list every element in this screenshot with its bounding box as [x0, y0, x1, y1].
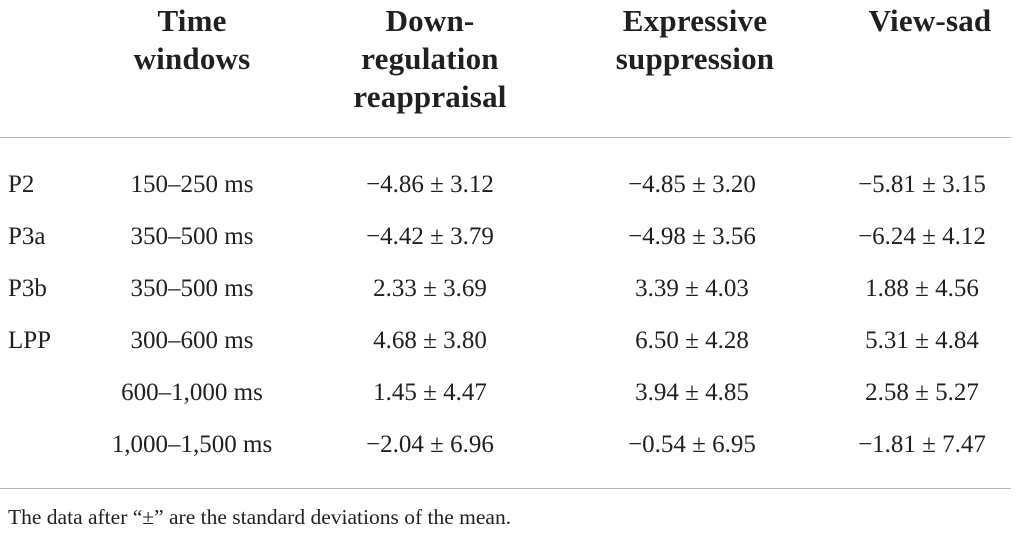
table-row: 600–1,000 ms 1.45 ± 4.47 3.94 ± 4.85 2.5… — [0, 368, 1017, 420]
expressive-suppression-cell: −4.85 ± 3.20 — [628, 171, 756, 198]
header-line: windows — [133, 41, 251, 76]
table-row: 1,000–1,500 ms −2.04 ± 6.96 −0.54 ± 6.95… — [0, 420, 1017, 472]
view-sad-cell: −1.81 ± 7.47 — [858, 431, 986, 458]
table-row: P3a 350–500 ms −4.42 ± 3.79 −4.98 ± 3.56… — [0, 212, 1017, 264]
view-sad-cell: 5.31 ± 4.84 — [865, 327, 979, 354]
down-regulation-cell: −4.42 ± 3.79 — [366, 223, 494, 250]
header-down-regulation-reappraisal: Down- regulation reappraisal — [320, 2, 540, 116]
time-window-cell: 350–500 ms — [130, 275, 254, 302]
expressive-suppression-cell: −4.98 ± 3.56 — [628, 223, 756, 250]
view-sad-cell: −5.81 ± 3.15 — [858, 171, 986, 198]
header-line: View-sad — [868, 3, 992, 38]
down-regulation-cell: −4.86 ± 3.12 — [366, 171, 494, 198]
header-line: suppression — [615, 41, 775, 76]
component-cell: LPP — [8, 327, 52, 354]
time-window-cell: 300–600 ms — [130, 327, 254, 354]
header-line: regulation — [361, 41, 499, 76]
footer-rule — [0, 488, 1011, 489]
time-window-cell: 1,000–1,500 ms — [111, 431, 273, 458]
table-row: LPP 300–600 ms 4.68 ± 3.80 6.50 ± 4.28 5… — [0, 316, 1017, 368]
header-line: Time — [157, 3, 227, 38]
time-window-cell: 350–500 ms — [130, 223, 254, 250]
component-cell: P3a — [8, 223, 46, 250]
header-line: reappraisal — [353, 79, 507, 114]
component-cell: P2 — [8, 171, 35, 198]
expressive-suppression-cell: −0.54 ± 6.95 — [628, 431, 756, 458]
view-sad-cell: −6.24 ± 4.12 — [858, 223, 986, 250]
component-cell: P3b — [8, 275, 47, 302]
view-sad-cell: 1.88 ± 4.56 — [865, 275, 979, 302]
table-footnote: The data after “±” are the standard devi… — [8, 505, 512, 529]
header-line: Expressive — [622, 3, 768, 38]
down-regulation-cell: 4.68 ± 3.80 — [373, 327, 487, 354]
header-view-sad: View-sad — [840, 2, 1017, 40]
header-line: Down- — [385, 3, 475, 38]
header-time-windows: Time windows — [107, 2, 277, 78]
table-row: P3b 350–500 ms 2.33 ± 3.69 3.39 ± 4.03 1… — [0, 264, 1017, 316]
table-row: P2 150–250 ms −4.86 ± 3.12 −4.85 ± 3.20 … — [0, 160, 1017, 212]
time-window-cell: 600–1,000 ms — [121, 379, 263, 406]
header-expressive-suppression: Expressive suppression — [580, 2, 810, 78]
down-regulation-cell: −2.04 ± 6.96 — [366, 431, 494, 458]
view-sad-cell: 2.58 ± 5.27 — [865, 379, 979, 406]
down-regulation-cell: 2.33 ± 3.69 — [373, 275, 487, 302]
time-window-cell: 150–250 ms — [130, 171, 254, 198]
expressive-suppression-cell: 3.39 ± 4.03 — [635, 275, 749, 302]
expressive-suppression-cell: 3.94 ± 4.85 — [635, 379, 749, 406]
down-regulation-cell: 1.45 ± 4.47 — [373, 379, 487, 406]
header-rule — [0, 137, 1011, 138]
table-body: P2 150–250 ms −4.86 ± 3.12 −4.85 ± 3.20 … — [0, 160, 1017, 472]
expressive-suppression-cell: 6.50 ± 4.28 — [635, 327, 749, 354]
